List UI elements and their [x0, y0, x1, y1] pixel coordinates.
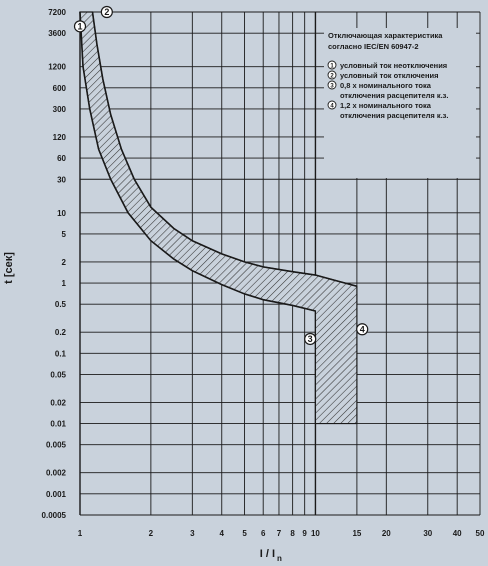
marker-circle: [100, 5, 113, 19]
curve-markers: 1 2 3 4: [73, 5, 369, 346]
y-tick-labels: 7200 3600 1200 600 300 120 60 30 10 5 2 1 0.5 0.2 0.1 0…: [42, 8, 67, 520]
y-tick-label: 3600: [48, 29, 66, 38]
marker-label: 1: [77, 22, 82, 32]
x-axis-label-main: I / I: [260, 548, 275, 560]
y-tick-label: 300: [53, 105, 67, 114]
y-tick-label: 0.0005: [42, 511, 67, 520]
series-lower-line: [79, 11, 316, 312]
x-tick-label: 1: [78, 529, 83, 538]
legend-heading: согласно IEC/EN 60947-2: [328, 42, 419, 51]
x-tick-label: 15: [352, 529, 361, 538]
y-tick-label: 120: [53, 133, 67, 142]
x-tick-label: 40: [453, 529, 462, 538]
x-tick-labels: 1 2 3 4 5 6 7 8 9 10 15 20 30 40 50: [78, 529, 485, 538]
legend-item-number: 1: [330, 64, 334, 70]
y-tick-label: 0.2: [55, 328, 67, 337]
y-tick-label: 600: [53, 84, 67, 93]
tripping-band: [79, 11, 358, 425]
y-axis-label: t [сек]: [3, 252, 15, 284]
x-tick-label: 7: [277, 529, 282, 538]
legend-heading: Отключающая характеристика: [328, 31, 443, 40]
y-tick-label: 30: [57, 175, 66, 184]
x-tick-label: 50: [476, 529, 485, 538]
y-tick-label: 0.5: [55, 300, 67, 309]
x-tick-label: 4: [220, 529, 225, 538]
legend-item-marker: [327, 70, 337, 80]
legend-item-text: отключения расцепителя к.з.: [340, 111, 449, 120]
series-upper-line: [91, 11, 358, 288]
y-tick-label: 1200: [48, 63, 66, 72]
y-tick-label: 0.001: [46, 490, 67, 499]
legend-item-marker: [327, 60, 337, 70]
legend-item-marker: [327, 80, 337, 90]
legend-item-number: 3: [330, 84, 334, 90]
y-tick-label: 0.01: [50, 420, 66, 429]
legend-item-text: условный ток отключения: [340, 71, 438, 80]
x-axis-label: I / I n: [260, 548, 282, 563]
legend-item-text: отключения расцепителя к.з.: [340, 91, 449, 100]
y-tick-label: 60: [57, 154, 66, 163]
y-tick-label: 0.1: [55, 349, 67, 358]
x-tick-label: 9: [302, 529, 307, 538]
legend: Отключающая характеристика согласно IEC/E…: [324, 28, 476, 178]
y-tick-label: 0.05: [50, 370, 66, 379]
x-tick-label: 8: [290, 529, 295, 538]
marker-circle: [304, 332, 317, 346]
legend-item-number: 2: [330, 74, 334, 80]
x-tick-label: 2: [149, 529, 154, 538]
y-tick-label: 0.005: [46, 441, 67, 450]
marker-label: 4: [360, 324, 365, 334]
marker-label: 2: [104, 7, 109, 17]
legend-item-text: 0,8 x номинального тока: [340, 81, 432, 90]
x-axis-label-subscript: n: [277, 554, 282, 563]
legend-item-marker: [327, 100, 337, 110]
marker-circle: [73, 20, 87, 33]
y-tick-label: 2: [62, 258, 67, 267]
x-tick-label: 30: [423, 529, 432, 538]
x-tick-label: 10: [311, 529, 320, 538]
x-tick-label: 20: [382, 529, 391, 538]
marker-circle: [356, 323, 369, 336]
legend-item-number: 4: [330, 104, 334, 110]
x-tick-label: 6: [261, 529, 266, 538]
y-tick-label: 0.002: [46, 469, 67, 478]
legend-item-text: условный ток неотключения: [340, 61, 447, 70]
x-tick-label: 5: [242, 529, 247, 538]
x-tick-label: 3: [190, 529, 195, 538]
marker-label: 3: [308, 334, 313, 344]
legend-item-text: 1,2 x номинального тока: [340, 101, 432, 110]
y-tick-label: 5: [62, 230, 67, 239]
y-tick-label: 7200: [48, 8, 66, 17]
y-tick-label: 1: [62, 279, 67, 288]
legend-box: [324, 28, 476, 178]
y-tick-label: 0.02: [50, 398, 66, 407]
y-tick-label: 10: [57, 209, 66, 218]
